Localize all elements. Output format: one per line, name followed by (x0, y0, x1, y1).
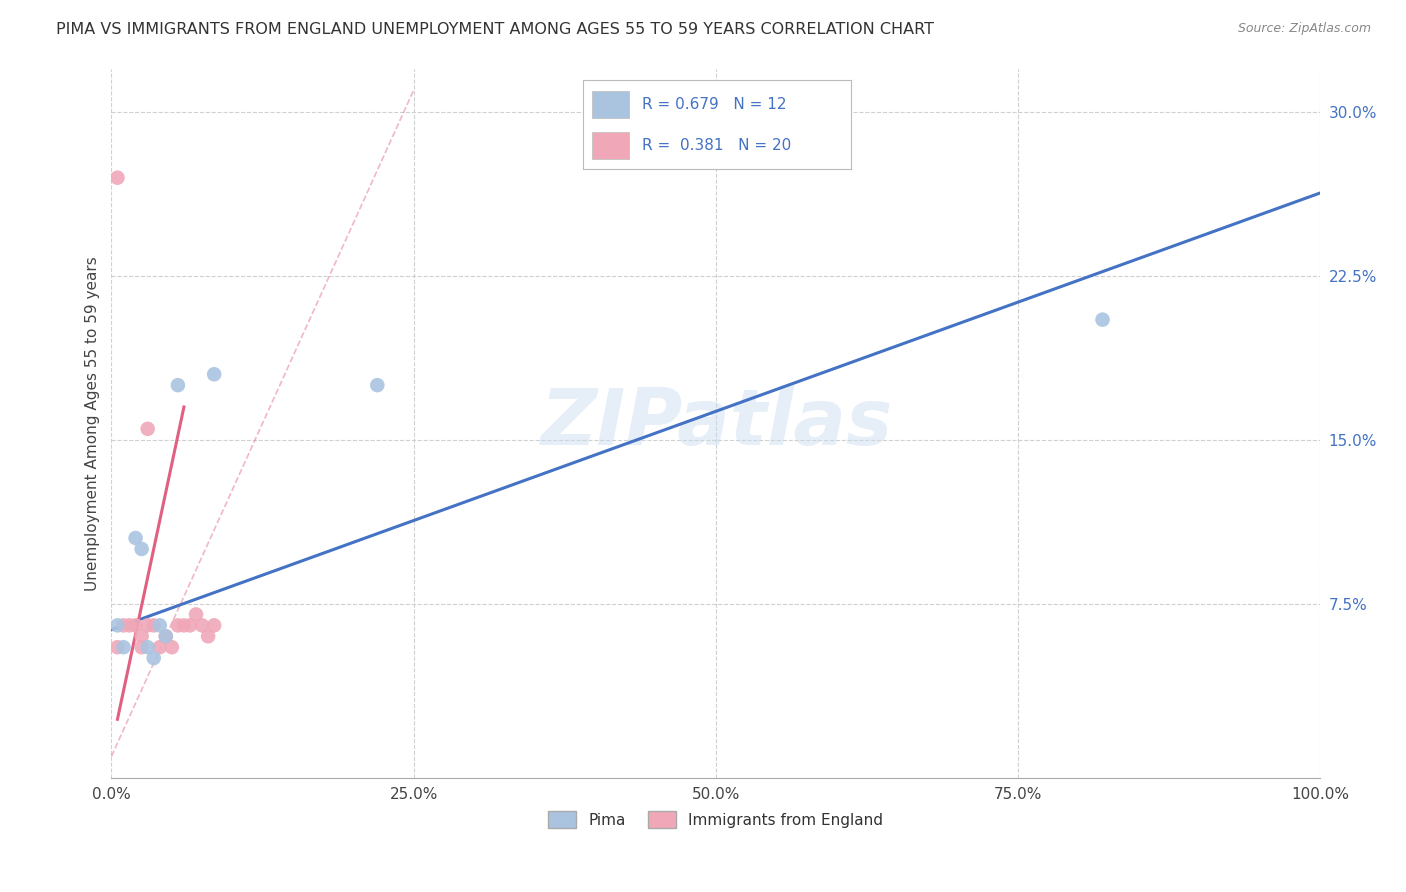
Point (1091, 312, 1114, 326)
Point (131, 640, 153, 655)
Point (118, 618, 141, 632)
Point (160, 640, 183, 655)
Point (136, 640, 159, 655)
Point (155, 629, 177, 643)
Point (173, 618, 195, 632)
Point (167, 618, 190, 632)
Point (167, 378, 190, 392)
Point (191, 618, 214, 632)
Point (184, 607, 207, 622)
Point (142, 651, 165, 665)
Point (124, 531, 146, 545)
Bar (592, 132, 628, 159)
Point (155, 629, 177, 643)
Point (112, 618, 135, 632)
Point (131, 541, 153, 556)
Text: ZIPatlas: ZIPatlas (540, 385, 891, 461)
Y-axis label: Unemployment Among Ages 55 to 59 years: Unemployment Among Ages 55 to 59 years (86, 256, 100, 591)
Point (124, 618, 146, 632)
Point (107, 170, 129, 185)
Legend: Pima, Immigrants from England: Pima, Immigrants from England (543, 805, 889, 834)
Point (142, 618, 165, 632)
Point (107, 618, 129, 632)
Point (112, 640, 135, 655)
Point (366, 378, 388, 392)
Point (149, 640, 172, 655)
Point (149, 618, 172, 632)
Text: R = 0.679   N = 12: R = 0.679 N = 12 (643, 97, 787, 112)
Point (202, 618, 225, 632)
Point (136, 422, 159, 436)
Point (179, 618, 201, 632)
Text: R =  0.381   N = 20: R = 0.381 N = 20 (643, 138, 792, 153)
Point (131, 629, 153, 643)
Bar (592, 91, 628, 118)
Point (202, 368, 225, 382)
Text: PIMA VS IMMIGRANTS FROM ENGLAND UNEMPLOYMENT AMONG AGES 55 TO 59 YEARS CORRELATI: PIMA VS IMMIGRANTS FROM ENGLAND UNEMPLOY… (56, 22, 934, 37)
Point (136, 618, 159, 632)
Point (197, 629, 219, 643)
Point (107, 640, 129, 655)
Text: Source: ZipAtlas.com: Source: ZipAtlas.com (1237, 22, 1371, 36)
